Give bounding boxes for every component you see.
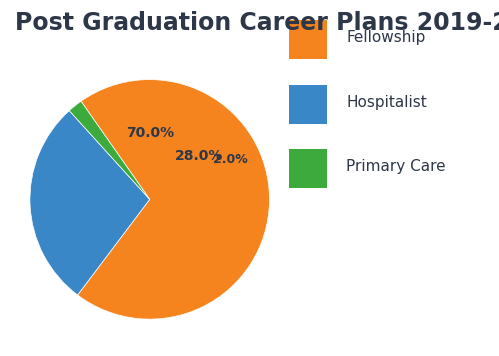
- FancyBboxPatch shape: [289, 149, 327, 188]
- Text: Post Graduation Career Plans 2019-2024: Post Graduation Career Plans 2019-2024: [15, 11, 499, 35]
- Text: Hospitalist: Hospitalist: [346, 95, 427, 110]
- Text: 2.0%: 2.0%: [213, 153, 248, 167]
- Wedge shape: [30, 111, 150, 295]
- Wedge shape: [69, 101, 150, 199]
- FancyBboxPatch shape: [289, 20, 327, 59]
- Text: Fellowship: Fellowship: [346, 30, 425, 45]
- Wedge shape: [78, 80, 269, 319]
- FancyBboxPatch shape: [289, 84, 327, 124]
- Text: 70.0%: 70.0%: [126, 126, 174, 141]
- Text: Primary Care: Primary Care: [346, 159, 446, 174]
- Text: 28.0%: 28.0%: [175, 149, 224, 163]
